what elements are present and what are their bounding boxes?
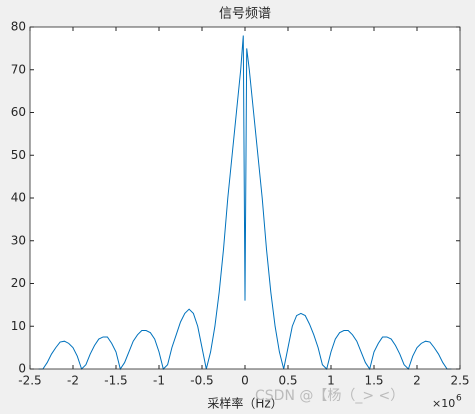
y-tick-label: 0 — [18, 362, 26, 376]
plot-area — [30, 27, 460, 369]
x-tick-label: -1.5 — [104, 374, 127, 388]
x-multiplier: ×10 — [432, 397, 455, 410]
x-axis-label: 采样率（Hz） — [207, 396, 282, 411]
x-tick-label: 0 — [241, 374, 249, 388]
x-tick-label: -0.5 — [190, 374, 213, 388]
watermark: CSDN @【杨（_> <） — [255, 388, 404, 404]
y-tick-label: 70 — [11, 62, 26, 76]
x-tick-label: 1 — [327, 374, 335, 388]
x-tick-label: -2 — [67, 374, 79, 388]
x-tick-label: -2.5 — [18, 374, 41, 388]
data-line — [38, 35, 452, 371]
x-tick-label: 2.5 — [450, 374, 469, 388]
x-multiplier-exponent: 6 — [456, 394, 462, 404]
x-tick-label: -1 — [153, 374, 165, 388]
x-tick-label: 0.5 — [278, 374, 297, 388]
x-tick-label: 1.5 — [364, 374, 383, 388]
y-tick-label: 30 — [11, 233, 26, 247]
chart-title: 信号频谱 — [219, 7, 271, 22]
x-tick-label: 2 — [413, 374, 421, 388]
y-tick-label: 50 — [11, 148, 26, 162]
y-tick-label: 40 — [11, 191, 26, 205]
y-tick-label: 20 — [11, 276, 26, 290]
y-tick-label: 80 — [11, 20, 26, 34]
y-tick-label: 10 — [11, 319, 26, 333]
y-tick-label: 60 — [11, 105, 26, 119]
